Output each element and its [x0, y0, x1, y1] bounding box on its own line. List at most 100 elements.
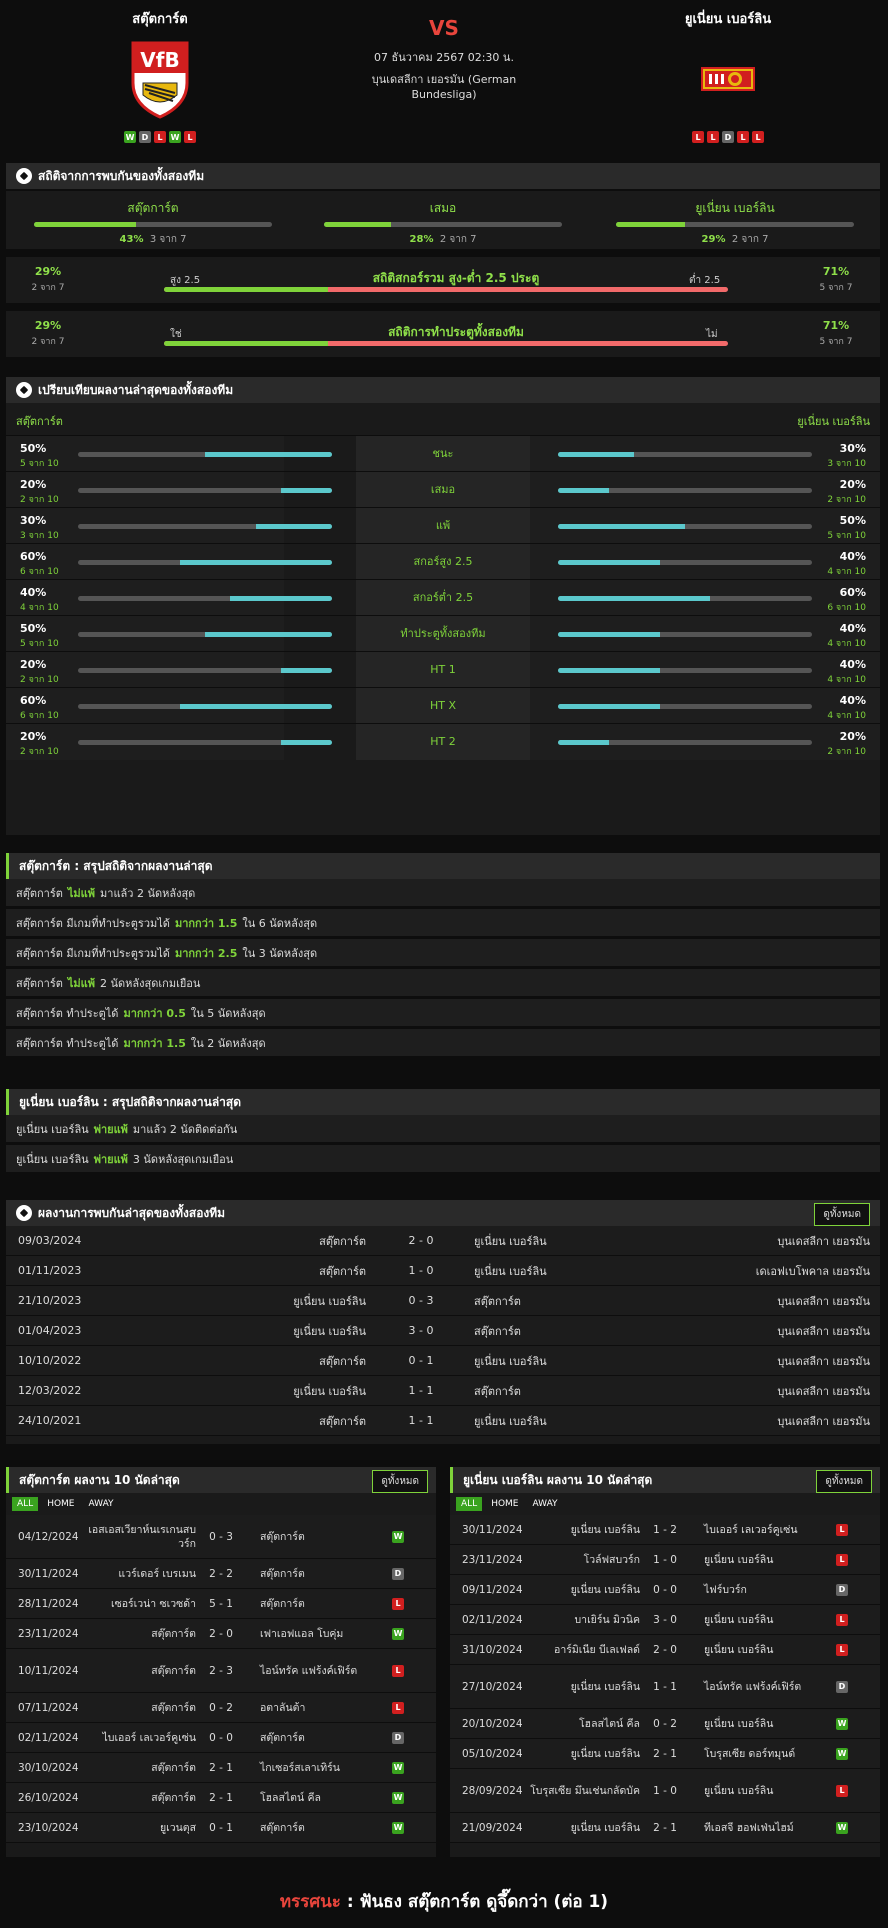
h2h-match-row[interactable]: 10/10/2022 สตุ๊ตการ์ต 0 - 1 ยูเนี่ยน เบอร์ล…	[6, 1346, 880, 1376]
compare-left-bar-fill	[281, 488, 332, 493]
recent-match-row[interactable]: 20/10/2024 โฮลสไตน์ คีล 0 - 2 ยูเนี่ยน เบอร…	[450, 1709, 880, 1739]
recent-match-row[interactable]: 23/10/2024 ยูเวนตุส 0 - 1 สตุ๊ตการ์ต W	[6, 1813, 436, 1843]
result-badge: W	[836, 1821, 848, 1834]
result-badge: W	[392, 1761, 404, 1774]
home-summary-title: สตุ๊ตการ์ต : สรุปสถิติจากผลงานล่าสุด	[19, 858, 213, 873]
recent-match-row[interactable]: 23/11/2024 สตุ๊ตการ์ต 2 - 0 เฟาเอฟแอล โบคุ่…	[6, 1619, 436, 1649]
tab-away[interactable]: AWAY	[88, 1499, 114, 1509]
compare-right-bar	[558, 668, 812, 673]
form-badge: L	[154, 131, 166, 143]
compare-row-label: ทำประตูทั้งสองทีม	[356, 616, 530, 652]
recent-match-row[interactable]: 02/11/2024 ไบเออร์ เลเวอร์คูเซ่น 0 - 0 สตุ๊…	[6, 1723, 436, 1753]
compare-right-pct: 50%	[839, 514, 866, 527]
recent-match-row[interactable]: 02/11/2024 บาเยิร์น มิวนิค 3 - 0 ยูเนี่ยน เ…	[450, 1605, 880, 1635]
recent-match-row[interactable]: 31/10/2024 อาร์มิเนีย บีเลเฟลด์ 2 - 0 ยูเนี…	[450, 1635, 880, 1665]
match-date: 21/09/2024	[462, 1821, 523, 1834]
compare-left-pct: 50%	[20, 442, 47, 455]
recent-match-row[interactable]: 05/10/2024 ยูเนี่ยน เบอร์ลิน 2 - 1 โบรุสเซี…	[450, 1739, 880, 1769]
compare-left-pct: 20%	[20, 730, 47, 743]
h2h-match-row[interactable]: 01/04/2023 ยูเนี่ยน เบอร์ลิน 3 - 0 สตุ๊ตการ…	[6, 1316, 880, 1346]
recent-match-row[interactable]: 28/11/2024 เซอร์เวน่า ซเวซด้า 5 - 1 สตุ๊ตกา…	[6, 1589, 436, 1619]
match-home: เอสเอสเวียาห์นเรเกนสบวร์ก	[88, 1523, 196, 1550]
match-home: ยูเนี่ยน เบอร์ลิน	[570, 1821, 640, 1834]
league-name: บุนเดสลีกา เยอรมัน (German Bundesliga)	[371, 73, 517, 101]
recent-match-row[interactable]: 10/11/2024 สตุ๊ตการ์ต 2 - 3 ไอน์ทรัค แฟร้งค…	[6, 1649, 436, 1693]
result-badge: D	[392, 1567, 404, 1580]
match-score: 1 - 0	[408, 1264, 434, 1277]
form-badge: L	[707, 131, 719, 143]
match-away: สตุ๊ตการ์ต	[260, 1530, 305, 1543]
tab-home[interactable]: HOME	[47, 1499, 75, 1509]
match-home: โบรุสเซีย มึนเช่นกลัดบัค	[530, 1784, 640, 1797]
compare-left-bar-fill	[179, 560, 332, 565]
h2h-matches-section: ผลงานการพบกันล่าสุดของทั้งสองทีม ดูทั้งห…	[6, 1200, 880, 1444]
tab-away[interactable]: AWAY	[532, 1499, 558, 1509]
recent-match-row[interactable]: 30/11/2024 ยูเนี่ยน เบอร์ลิน 1 - 2 ไบเออร์ …	[450, 1515, 880, 1545]
soccer-ball-icon	[16, 168, 32, 184]
match-away: ยูเนี่ยน เบอร์ลิน	[474, 1354, 547, 1368]
h2h-view-all-button[interactable]: ดูทั้งหมด	[814, 1203, 870, 1226]
away-last10-view-all-button[interactable]: ดูทั้งหมด	[816, 1470, 872, 1493]
match-away: สตุ๊ตการ์ต	[260, 1821, 305, 1834]
compare-left-count: 5 จาก 10	[20, 639, 59, 649]
h2h-draw-pct: 28%	[409, 234, 434, 245]
result-badge: W	[836, 1717, 848, 1730]
recent-match-row[interactable]: 07/11/2024 สตุ๊ตการ์ต 0 - 2 อตาลันต้า L	[6, 1693, 436, 1723]
away-last10-section: ยูเนี่ยน เบอร์ลิน ผลงาน 10 นัดล่าสุด ดูท…	[450, 1467, 880, 1857]
btts-title: สถิติการทำประตูทั้งสองทีม	[388, 325, 524, 339]
recent-match-row[interactable]: 21/09/2024 ยูเนี่ยน เบอร์ลิน 2 - 1 ทีเอสจี …	[450, 1813, 880, 1843]
recent-match-row[interactable]: 26/10/2024 สตุ๊ตการ์ต 2 - 1 โฮลสไตน์ คีล W	[6, 1783, 436, 1813]
h2h-match-row[interactable]: 21/10/2023 ยูเนี่ยน เบอร์ลิน 0 - 3 สตุ๊ตการ…	[6, 1286, 880, 1316]
compare-left-count: 4 จาก 10	[20, 603, 59, 613]
h2h-match-row[interactable]: 12/03/2022 ยูเนี่ยน เบอร์ลิน 1 - 1 สตุ๊ตการ…	[6, 1376, 880, 1406]
h2h-home-pct: 43%	[119, 234, 144, 245]
compare-rows: 50% 5 จาก 10 ชนะ 30% 3 จาก 10 20% 2 จาก 10 เสมอ…	[6, 435, 880, 760]
match-home: สตุ๊ตการ์ต	[319, 1414, 366, 1428]
match-away: ยูเนี่ยน เบอร์ลิน	[704, 1613, 774, 1626]
summary-line: สตุ๊ตการ์ต มีเกมที่ทำประตูรวมได้ มากกว่า …	[6, 939, 880, 969]
match-away: ไบเออร์ เลเวอร์คูเซ่น	[704, 1523, 798, 1536]
recent-match-row[interactable]: 30/10/2024 สตุ๊ตการ์ต 2 - 1 ไกเซอร์สเลาเทิร…	[6, 1753, 436, 1783]
home-team-name: สตุ๊ตการ์ต	[132, 12, 188, 27]
ou-right-label: ต่ำ 2.5	[689, 275, 721, 286]
h2h-draw-stat: เสมอ 28% 2 จาก 7	[324, 199, 562, 247]
result-badge: L	[836, 1784, 848, 1797]
soccer-ball-icon	[16, 382, 32, 398]
h2h-draw-bar	[324, 222, 562, 227]
ou-left-count: 2 จาก 7	[31, 283, 65, 293]
compare-row: 20% 2 จาก 10 HT 1 40% 4 จาก 10	[6, 651, 880, 688]
h2h-match-row[interactable]: 09/03/2024 สตุ๊ตการ์ต 2 - 0 ยูเนี่ยน เบอร์ล…	[6, 1226, 880, 1256]
compare-right-bar	[558, 524, 812, 529]
recent-match-row[interactable]: 04/12/2024 เอสเอสเวียาห์นเรเกนสบวร์ก 0 - 3…	[6, 1515, 436, 1559]
match-date: 20/10/2024	[462, 1717, 523, 1730]
home-last10-view-all-button[interactable]: ดูทั้งหมด	[372, 1470, 428, 1493]
recent-match-row[interactable]: 27/10/2024 ยูเนี่ยน เบอร์ลิน 1 - 1 ไอน์ทรัค…	[450, 1665, 880, 1709]
compare-left-bar	[78, 560, 332, 565]
recent-match-row[interactable]: 28/09/2024 โบรุสเซีย มึนเช่นกลัดบัค 1 - 0 ย…	[450, 1769, 880, 1813]
match-date: 02/11/2024	[18, 1731, 79, 1744]
match-date: 21/10/2023	[18, 1294, 82, 1307]
tab-all[interactable]: ALL	[456, 1497, 483, 1511]
match-date: 01/04/2023	[18, 1324, 82, 1337]
compare-row: 60% 6 จาก 10 สกอร์สูง 2.5 40% 4 จาก 10	[6, 543, 880, 580]
compare-left-count: 2 จาก 10	[20, 675, 59, 685]
h2h-home-label: สตุ๊ตการ์ต	[127, 201, 179, 215]
compare-right-bar-fill	[558, 596, 711, 601]
match-home: สตุ๊ตการ์ต	[151, 1664, 196, 1677]
recent-match-row[interactable]: 23/11/2024 โวล์ฟสบวร์ก 1 - 0 ยูเนี่ยน เบอร์…	[450, 1545, 880, 1575]
h2h-match-row[interactable]: 01/11/2023 สตุ๊ตการ์ต 1 - 0 ยูเนี่ยน เบอร์ล…	[6, 1256, 880, 1286]
ou-title: สถิติสกอร์รวม สูง-ต่ำ 2.5 ประตู	[372, 271, 540, 285]
recent-match-row[interactable]: 30/11/2024 แวร์เดอร์ เบรเมน 2 - 2 สตุ๊ตการ์…	[6, 1559, 436, 1589]
tab-all[interactable]: ALL	[12, 1497, 39, 1511]
compare-away-name: ยูเนี่ยน เบอร์ลิน	[797, 415, 870, 428]
tab-home[interactable]: HOME	[491, 1499, 519, 1509]
recent-match-row[interactable]: 09/11/2024 ยูเนี่ยน เบอร์ลิน 0 - 0 ไฟร์บวร์…	[450, 1575, 880, 1605]
match-home: ยูเนี่ยน เบอร์ลิน	[293, 1294, 366, 1308]
match-date: 10/10/2022	[18, 1354, 82, 1367]
h2h-match-row[interactable]: 24/10/2021 สตุ๊ตการ์ต 1 - 1 ยูเนี่ยน เบอร์ล…	[6, 1406, 880, 1436]
match-score: 1 - 1	[653, 1680, 677, 1693]
form-badge: W	[169, 131, 181, 143]
btts-left-count: 2 จาก 7	[31, 337, 65, 347]
match-score: 2 - 0	[653, 1643, 677, 1656]
match-date: 04/12/2024	[18, 1530, 79, 1543]
